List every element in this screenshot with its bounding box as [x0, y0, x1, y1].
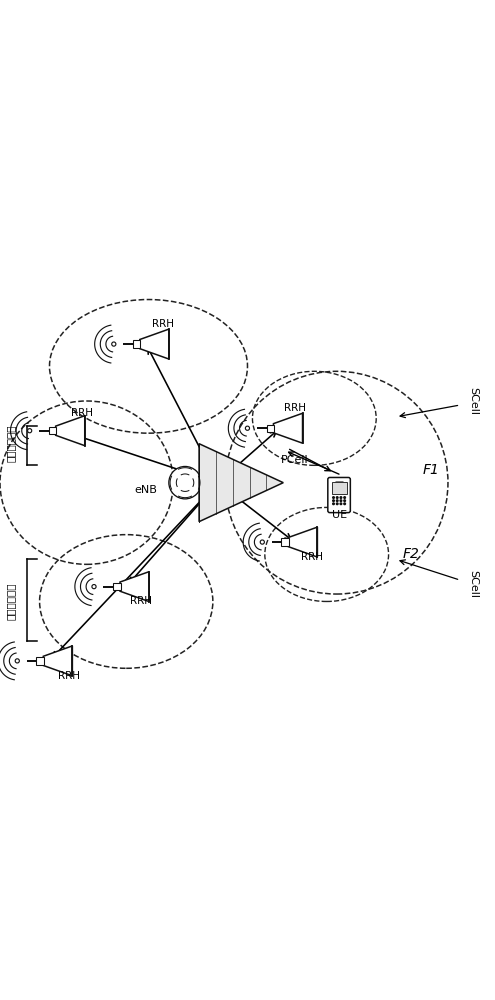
Circle shape	[15, 659, 19, 663]
Circle shape	[344, 503, 346, 505]
Text: RRH: RRH	[301, 552, 323, 562]
Circle shape	[28, 429, 32, 433]
Polygon shape	[55, 416, 85, 446]
Text: F2: F2	[402, 547, 419, 561]
Circle shape	[337, 500, 338, 501]
Polygon shape	[199, 444, 283, 522]
Polygon shape	[43, 646, 72, 676]
Circle shape	[260, 540, 264, 544]
Circle shape	[92, 585, 96, 589]
Circle shape	[333, 500, 334, 501]
Text: RRH: RRH	[284, 403, 305, 413]
Circle shape	[333, 503, 334, 505]
Text: 理想去程链路: 理想去程链路	[6, 583, 16, 620]
Bar	[49, 427, 56, 434]
Circle shape	[344, 500, 346, 501]
Circle shape	[337, 497, 338, 498]
Circle shape	[340, 500, 342, 501]
Polygon shape	[288, 527, 317, 557]
Circle shape	[337, 503, 338, 505]
Text: UE: UE	[332, 510, 346, 520]
Text: RRH: RRH	[71, 408, 93, 418]
Circle shape	[169, 466, 201, 499]
Text: RRH: RRH	[130, 596, 152, 606]
Bar	[267, 425, 274, 432]
Bar	[37, 657, 44, 665]
Bar	[332, 482, 346, 494]
Circle shape	[340, 497, 342, 498]
Circle shape	[112, 342, 116, 346]
Text: SCell: SCell	[468, 570, 478, 598]
Bar	[133, 340, 141, 348]
Text: 理想去程链路: 理想去程链路	[6, 424, 16, 462]
Polygon shape	[140, 329, 169, 359]
Bar	[113, 583, 121, 590]
Circle shape	[246, 426, 249, 430]
Text: F1: F1	[422, 463, 439, 477]
Polygon shape	[273, 413, 302, 443]
FancyBboxPatch shape	[328, 477, 350, 513]
Circle shape	[344, 497, 346, 498]
Text: eNB: eNB	[135, 485, 157, 495]
Circle shape	[333, 497, 334, 498]
Text: PCell: PCell	[281, 455, 308, 465]
Polygon shape	[120, 572, 149, 602]
Circle shape	[340, 503, 342, 505]
Text: RRH: RRH	[152, 319, 174, 329]
Bar	[282, 538, 289, 546]
Text: RRH: RRH	[58, 671, 80, 681]
Text: SCell: SCell	[468, 387, 478, 415]
